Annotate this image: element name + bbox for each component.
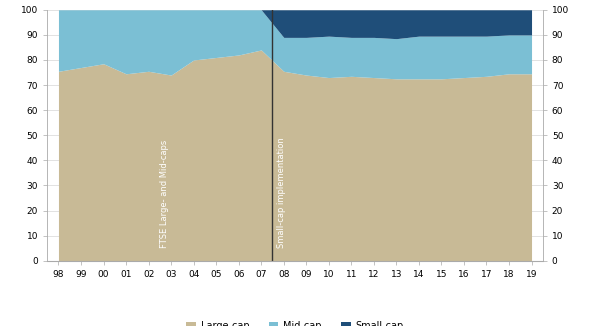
Legend: Large-cap, Mid-cap, Small-cap: Large-cap, Mid-cap, Small-cap (186, 321, 404, 326)
Text: Small-cap implementation: Small-cap implementation (277, 138, 286, 248)
Text: FTSE Large- and Mid-caps: FTSE Large- and Mid-caps (160, 140, 169, 248)
